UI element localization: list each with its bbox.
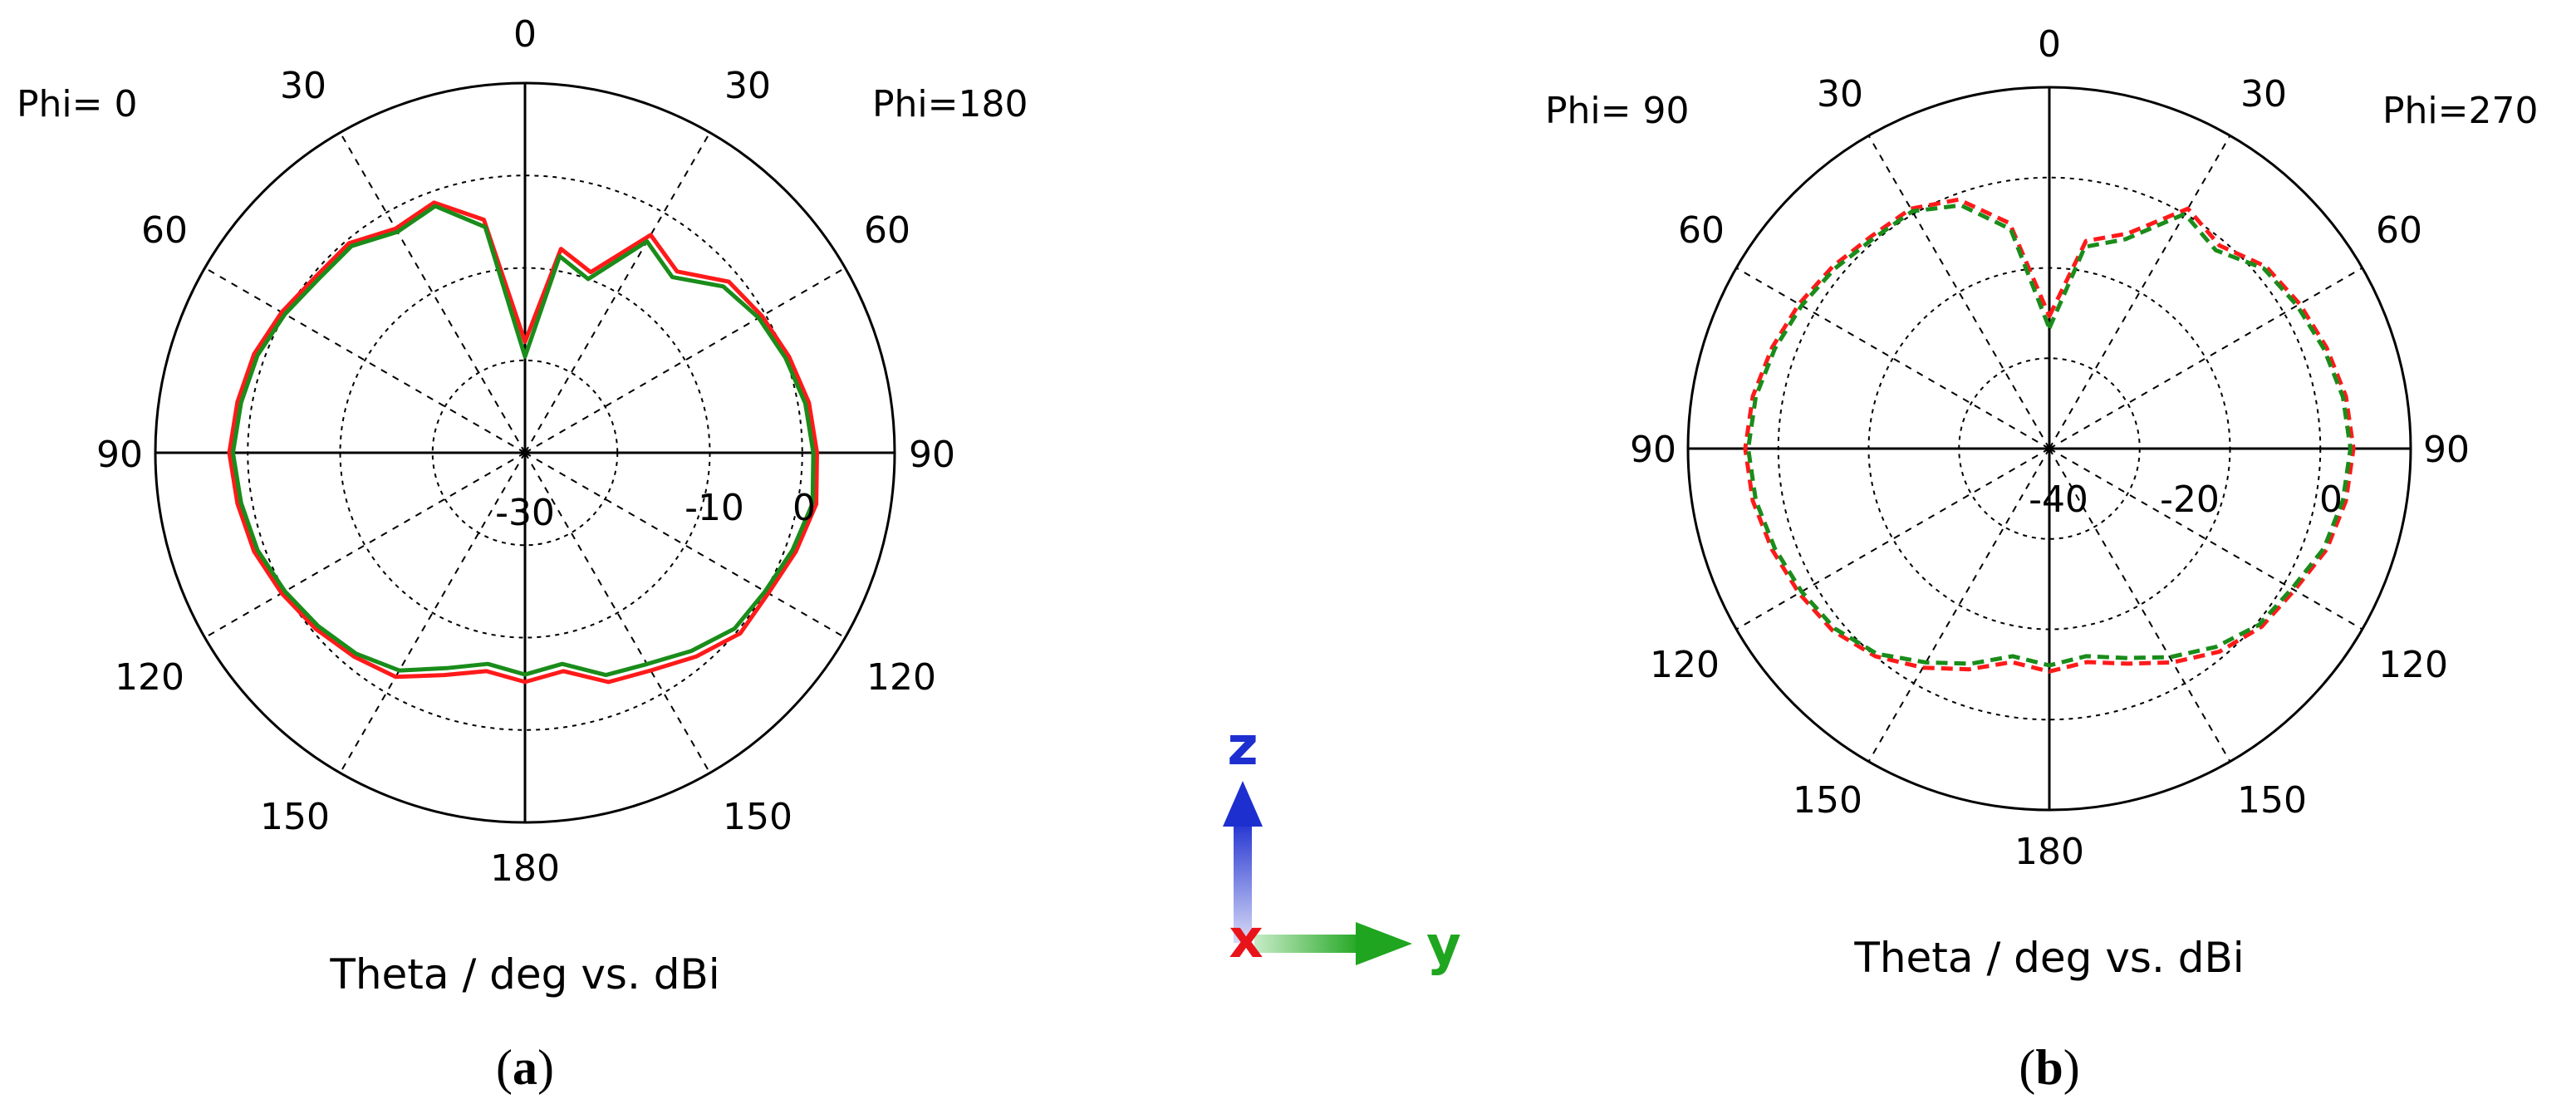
y-axis-arrowhead <box>1356 922 1412 965</box>
panel-caption-a: (a) <box>496 1040 554 1095</box>
phi-right-label-b: Phi=270 <box>2382 90 2539 132</box>
angle-label-150-right-b: 150 <box>2237 779 2307 822</box>
phi-left-label-b: Phi= 90 <box>1545 90 1690 132</box>
series-line-b-red <box>1743 197 2356 674</box>
angle-label-bottom-b: 180 <box>2014 831 2084 873</box>
z-axis-label: z <box>1227 716 1258 778</box>
series-line-a-red <box>227 200 819 685</box>
x-axis-title-b: Theta / deg vs. dBi <box>1853 934 2244 982</box>
z-axis-shaft <box>1234 818 1252 943</box>
spoke-a-60 <box>524 267 846 454</box>
spoke-a-300 <box>204 267 526 454</box>
z-axis-arrowhead <box>1223 781 1263 827</box>
polar-grid-b <box>1686 86 2412 812</box>
polar-chart-b: 0 30 30 60 60 90 90 120 120 150 150 180 … <box>1545 23 2539 1095</box>
angle-label-90-right-b: 90 <box>2423 429 2470 471</box>
spoke-b-330 <box>1867 135 2050 449</box>
spoke-a-330 <box>339 132 526 454</box>
series-line-a-green <box>230 204 816 678</box>
angle-label-120-left-a: 120 <box>115 656 184 699</box>
angle-label-top-a: 0 <box>513 13 537 56</box>
series-group-b <box>1743 197 2356 674</box>
radial-label-b-0: -40 <box>2029 478 2088 521</box>
spoke-a-150 <box>524 452 711 773</box>
spoke-b-60 <box>2049 267 2363 449</box>
angle-label-top-b: 0 <box>2038 23 2061 66</box>
spoke-a-30 <box>524 132 711 454</box>
angle-label-120-right-b: 120 <box>2378 644 2448 686</box>
angle-label-bottom-a: 180 <box>490 847 560 890</box>
angle-label-30-left-b: 30 <box>1817 73 1863 115</box>
angle-label-120-left-b: 120 <box>1650 644 1720 686</box>
phi-right-label-a: Phi=180 <box>872 83 1028 125</box>
polar-grid-a <box>154 81 896 824</box>
phi-left-label-a: Phi= 0 <box>17 83 138 125</box>
angle-label-30-right-b: 30 <box>2240 73 2287 115</box>
radial-label-a-0: -30 <box>495 492 555 534</box>
radial-label-a-1: -10 <box>684 487 744 529</box>
angle-label-90-right-a: 90 <box>909 434 955 476</box>
spoke-a-120 <box>524 452 846 639</box>
angle-label-60-left-b: 60 <box>1678 209 1725 252</box>
x-axis-label: x <box>1229 909 1263 970</box>
x-axis-title-a: Theta / deg vs. dBi <box>329 950 719 999</box>
y-axis-shaft <box>1254 935 1362 953</box>
angle-label-150-left-a: 150 <box>260 796 330 838</box>
angle-label-150-right-a: 150 <box>723 796 792 838</box>
spoke-a-210 <box>339 452 526 773</box>
angle-label-90-left-b: 90 <box>1630 429 1676 471</box>
y-axis-label: y <box>1426 915 1461 977</box>
angle-label-60-left-a: 60 <box>141 209 188 252</box>
spoke-a-240 <box>204 452 526 639</box>
angle-label-30-left-a: 30 <box>280 65 326 107</box>
radial-label-b-1: -20 <box>2160 478 2220 521</box>
angle-label-90-left-a: 90 <box>96 434 143 476</box>
spoke-b-30 <box>2049 135 2231 449</box>
panel-caption-b: (b) <box>2019 1040 2079 1095</box>
polar-chart-a: 0 30 30 60 60 90 90 120 120 150 150 180 … <box>17 13 1028 1095</box>
radial-label-a-2: 0 <box>792 487 816 529</box>
series-line-b-green <box>1746 203 2353 668</box>
angle-label-30-right-a: 30 <box>724 65 771 107</box>
coordinate-triad: z y x <box>1223 716 1461 977</box>
series-group-a <box>227 200 819 685</box>
radial-label-b-2: 0 <box>2319 478 2343 521</box>
angle-label-120-right-a: 120 <box>866 656 936 699</box>
angle-label-60-right-a: 60 <box>864 209 910 252</box>
angle-label-150-left-b: 150 <box>1793 779 1862 822</box>
spoke-b-240 <box>1735 448 2050 631</box>
angle-label-60-right-b: 60 <box>2376 209 2422 252</box>
